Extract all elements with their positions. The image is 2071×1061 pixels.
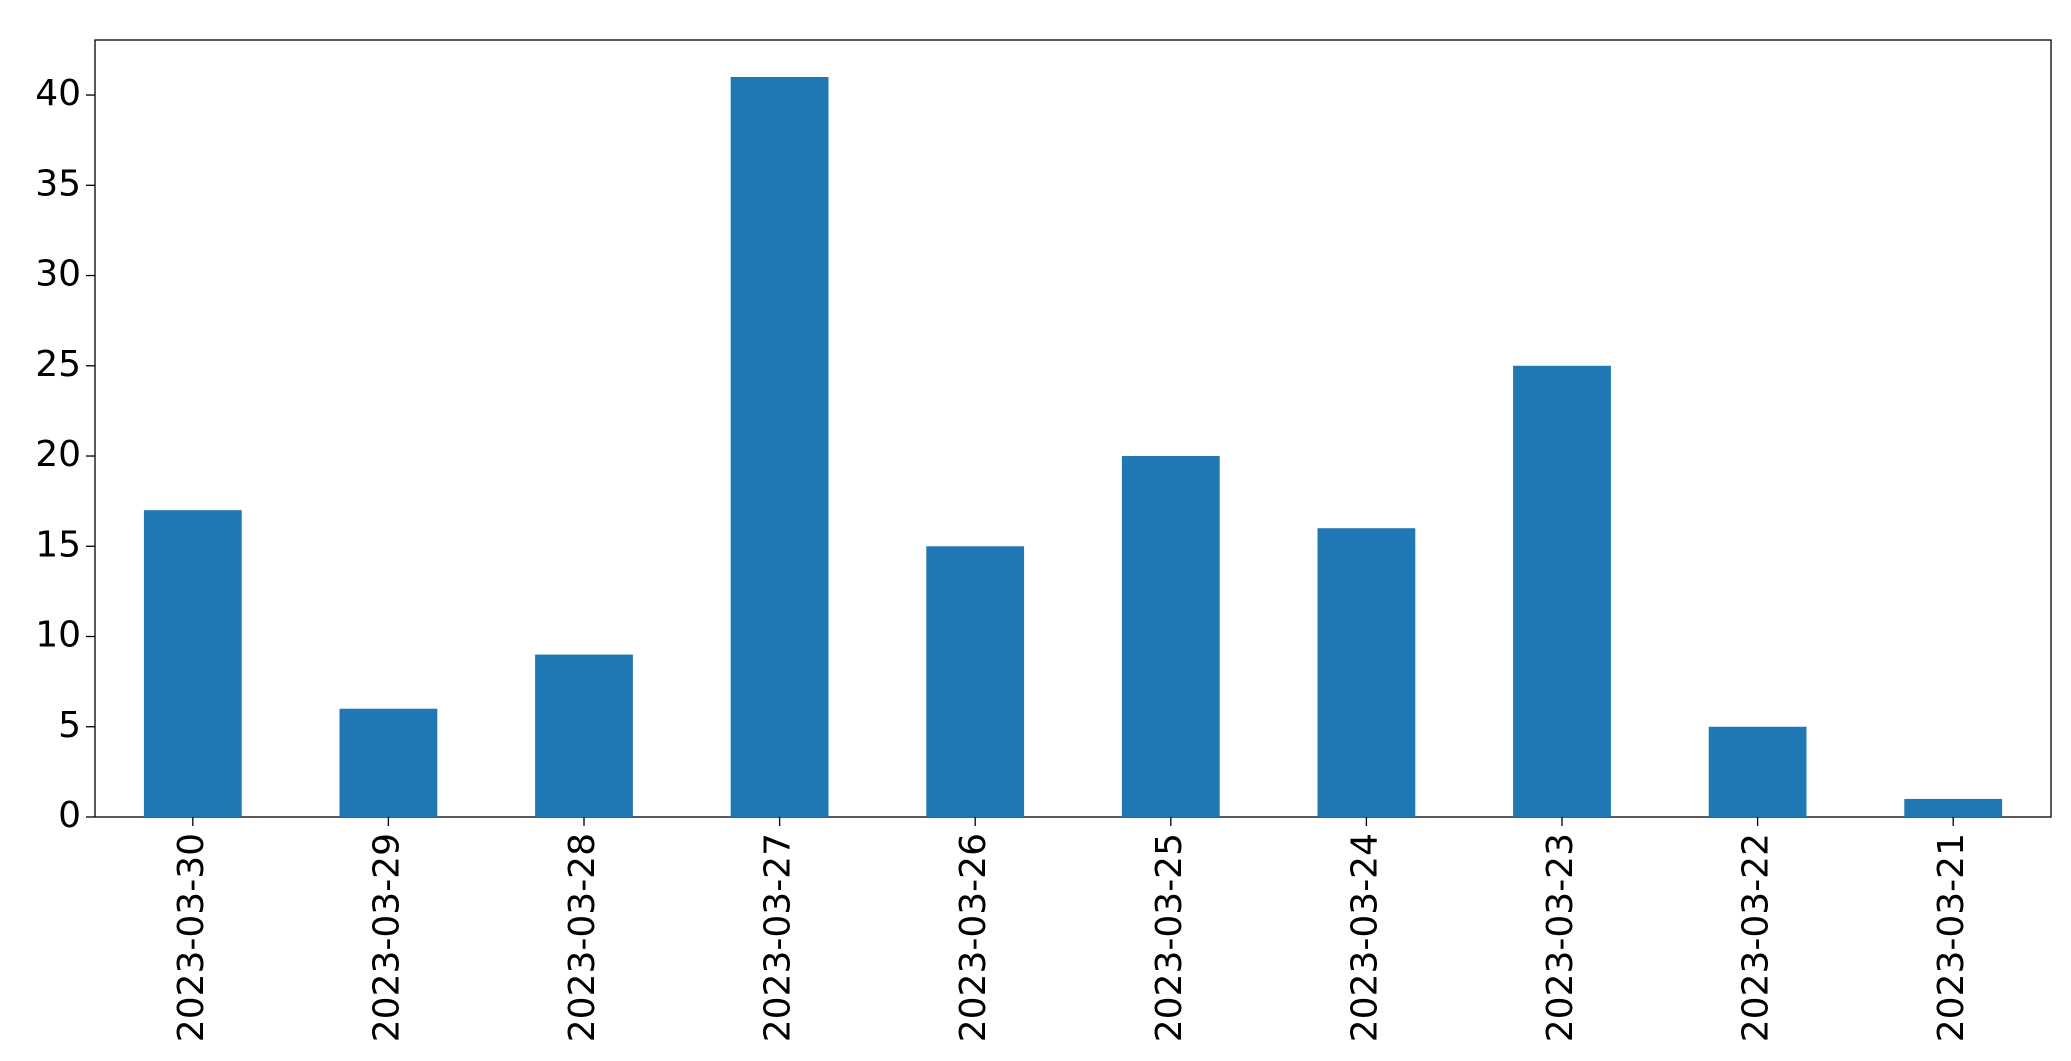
bar bbox=[1904, 798, 2003, 817]
y-tick-label: 25 bbox=[35, 344, 81, 385]
x-tick-label: 2023-03-21 bbox=[1931, 833, 1972, 1042]
y-tick-label: 5 bbox=[58, 705, 81, 746]
x-tick-label: 2023-03-25 bbox=[1149, 833, 1190, 1042]
x-tick-label: 2023-03-26 bbox=[953, 833, 994, 1042]
bar bbox=[1708, 726, 1807, 817]
bar bbox=[535, 654, 633, 817]
x-tick-label: 2023-03-23 bbox=[1540, 833, 1581, 1042]
bar bbox=[730, 77, 829, 817]
bar bbox=[1317, 528, 1416, 817]
x-tick-label: 2023-03-24 bbox=[1344, 833, 1385, 1042]
bar bbox=[339, 708, 438, 817]
x-tick-label: 2023-03-27 bbox=[758, 833, 799, 1042]
bar bbox=[926, 546, 1025, 817]
y-tick-label: 20 bbox=[35, 434, 81, 475]
bar bbox=[1513, 365, 1611, 817]
x-tick-label: 2023-03-28 bbox=[562, 833, 603, 1042]
y-tick-label: 0 bbox=[58, 795, 81, 836]
y-tick-label: 10 bbox=[35, 615, 81, 656]
plot-frame bbox=[94, 39, 2052, 818]
y-tick-label: 40 bbox=[35, 73, 81, 114]
bar bbox=[1121, 456, 1220, 817]
y-tick-label: 35 bbox=[35, 163, 81, 204]
bar bbox=[143, 510, 242, 817]
x-tick-label: 2023-03-30 bbox=[171, 833, 212, 1042]
x-tick-label: 2023-03-22 bbox=[1736, 833, 1777, 1042]
x-tick-label: 2023-03-29 bbox=[366, 833, 407, 1042]
y-tick-label: 30 bbox=[35, 254, 81, 295]
y-tick-label: 15 bbox=[35, 524, 81, 565]
